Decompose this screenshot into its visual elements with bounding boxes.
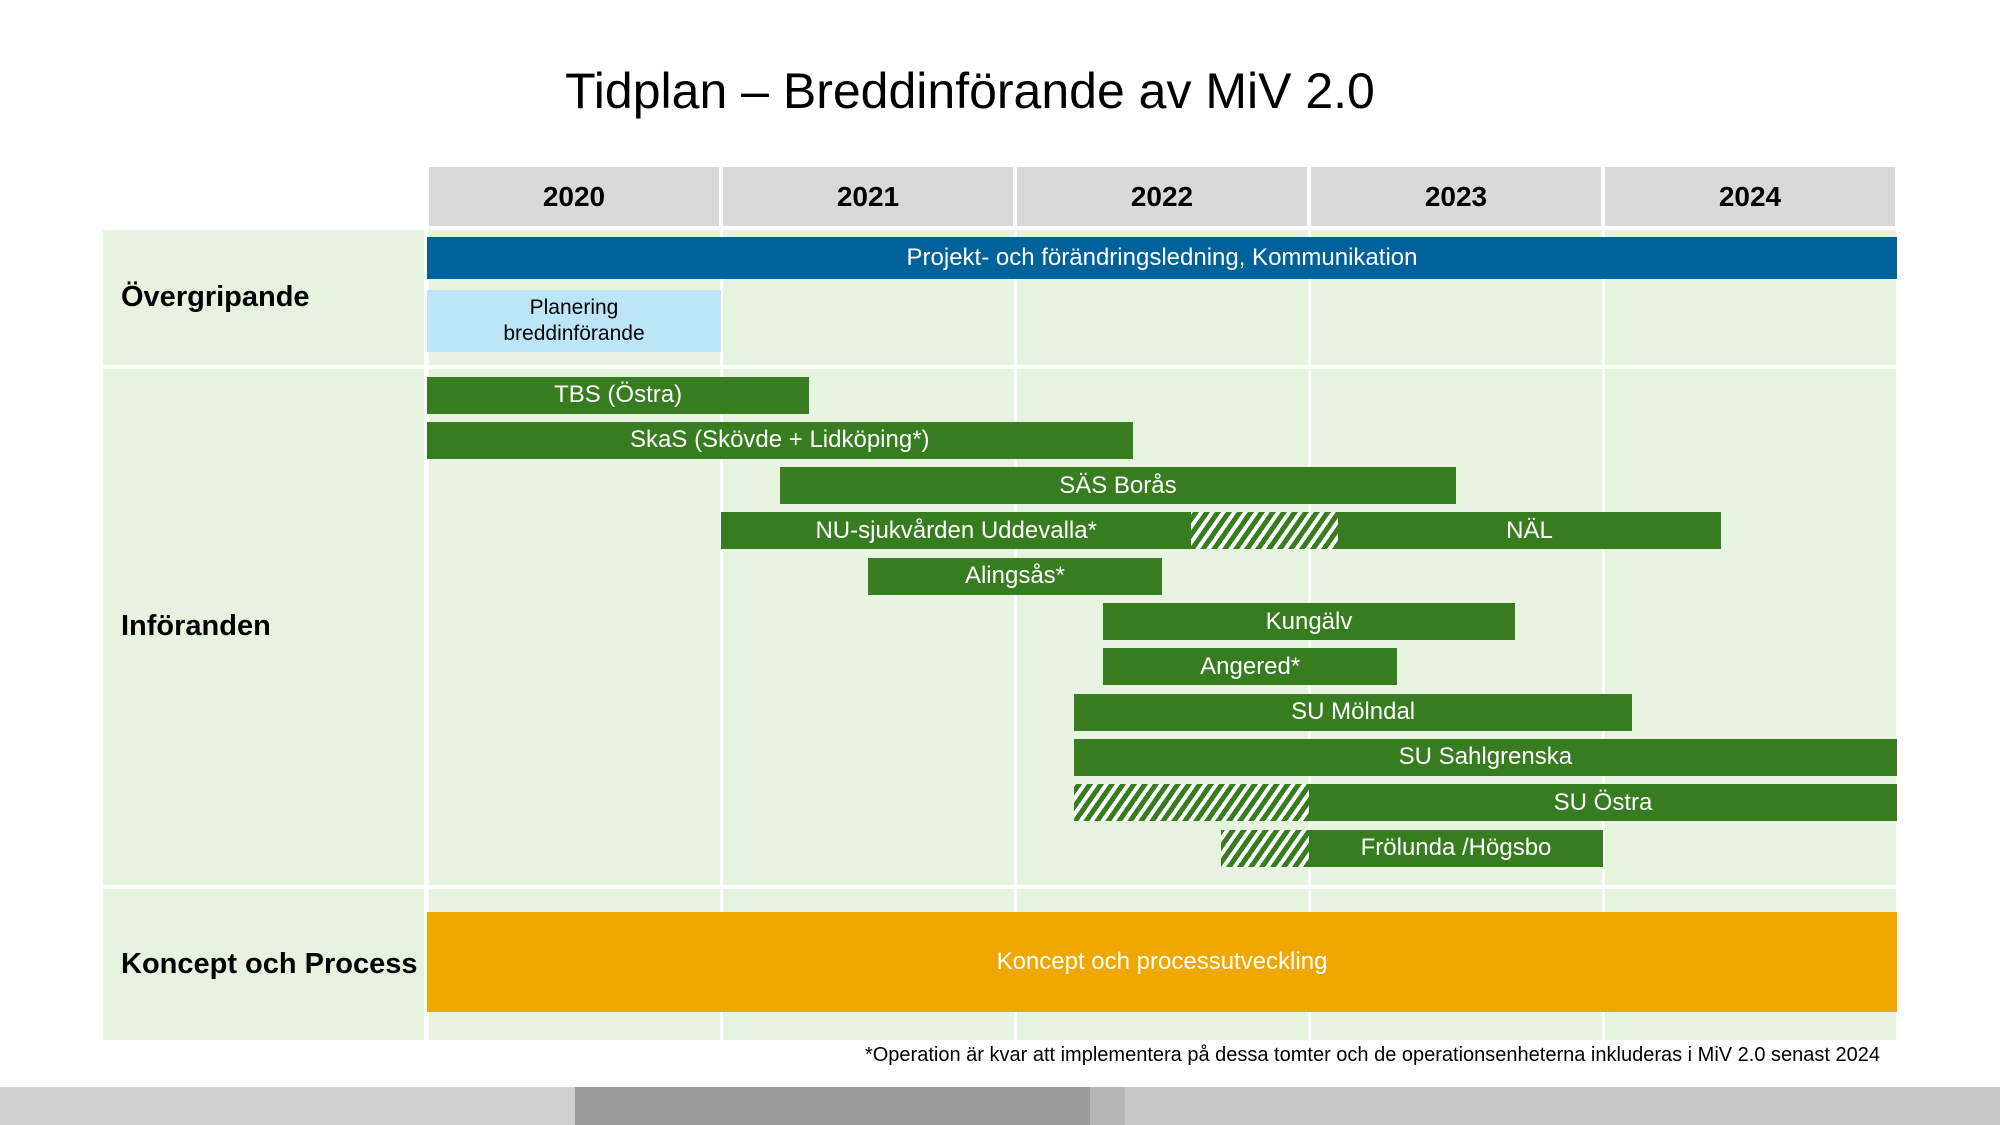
bar: SkaS (Skövde + Lidköping*) [427, 421, 1133, 459]
hatched-bar [1220, 829, 1309, 867]
bar: Projekt- och förändringsledning, Kommuni… [427, 237, 1897, 279]
bar: NU-sjukvården Uddevalla* [721, 512, 1192, 550]
bar: SU Mölndal [1073, 693, 1633, 731]
bar: SÄS Borås [779, 467, 1456, 505]
bar: Alingsås* [868, 557, 1162, 595]
grid-line [1601, 230, 1605, 1040]
group-divider [103, 886, 1897, 889]
bar: Planering breddinförande [427, 290, 721, 352]
bar: SU Sahlgrenska [1073, 738, 1897, 776]
hatched-bar [1191, 512, 1339, 550]
year-header: 2023 [1311, 167, 1601, 226]
bar: Angered* [1103, 648, 1398, 686]
grid-line [719, 230, 723, 1040]
group-divider [103, 366, 1897, 369]
group-label: Övergripande [121, 281, 310, 313]
bar: NÄL [1338, 512, 1721, 550]
bar: SU Östra [1309, 784, 1897, 822]
hatched-bar [1073, 784, 1309, 822]
year-header: 2024 [1605, 167, 1895, 226]
grid-line [1013, 230, 1017, 1040]
footer-band [0, 1087, 2000, 1125]
year-header: 2020 [429, 167, 719, 226]
title: Tidplan – Breddinförande av MiV 2.0 [565, 63, 1375, 119]
year-header: 2021 [723, 167, 1013, 226]
group-label: Koncept och Process [121, 947, 418, 980]
grid-line [1895, 230, 1899, 1040]
bar: Koncept och processutveckling [427, 912, 1897, 1012]
year-header: 2022 [1017, 167, 1307, 226]
footnote: *Operation är kvar att implementera på d… [864, 1044, 1880, 1066]
group-label: Införanden [121, 610, 271, 642]
bar: Frölunda /Högsbo [1309, 829, 1603, 867]
bar: Kungälv [1103, 603, 1515, 640]
grid-line [425, 230, 429, 1040]
bar: TBS (Östra) [427, 376, 810, 414]
label-divider [424, 230, 427, 1040]
